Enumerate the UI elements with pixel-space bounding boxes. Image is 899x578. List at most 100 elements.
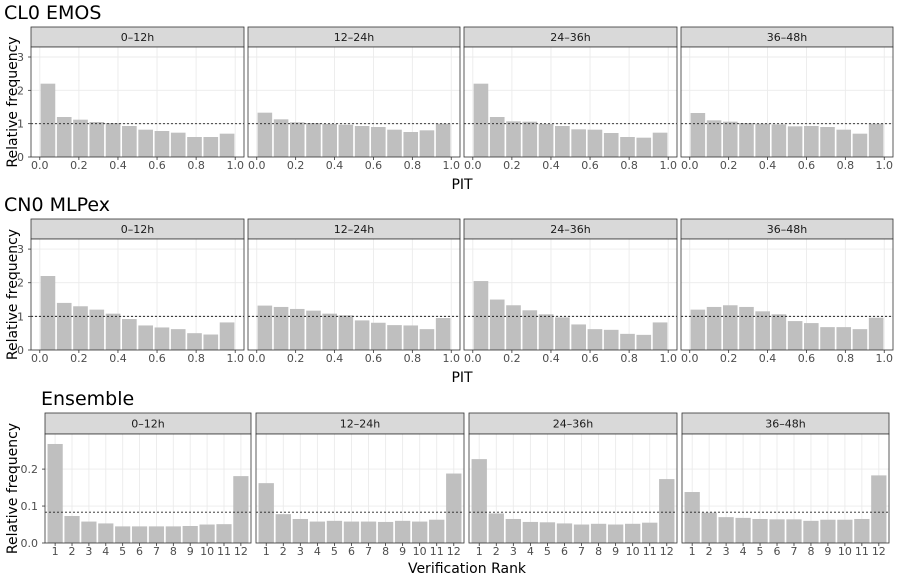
facet-label: 12–24h	[334, 223, 374, 236]
bar	[203, 137, 219, 157]
x-tick-label: 1.0	[226, 159, 244, 172]
y-tick-label: 0	[17, 344, 24, 357]
x-tick-label: 0.8	[837, 352, 855, 365]
facet-label: 0–12h	[121, 31, 154, 44]
bar	[804, 323, 819, 350]
bar	[219, 133, 235, 157]
bar	[187, 333, 202, 350]
bar	[755, 311, 770, 350]
bar	[620, 333, 635, 350]
x-tick-label: 11	[430, 545, 444, 558]
bar	[871, 475, 887, 543]
bar	[165, 526, 181, 543]
bar	[219, 322, 235, 350]
panel-border	[468, 433, 678, 544]
panel-border	[44, 433, 252, 544]
bar	[556, 523, 573, 543]
x-tick-label: 0.8	[187, 352, 205, 365]
x-tick-label: 8	[382, 545, 389, 558]
bar	[105, 123, 121, 157]
bar	[81, 521, 97, 543]
x-tick-label: 9	[612, 545, 619, 558]
panel-4: 36–48h 0.0 0.2 0.4 0.6 0.8 1.0	[680, 26, 894, 172]
bar	[322, 313, 337, 350]
x-tick-label: 8	[807, 545, 814, 558]
x-tick-label: 1.0	[875, 352, 893, 365]
panel-2: 12–24h 0.0 0.2 0.4 0.6 0.8 1.0	[247, 218, 461, 365]
bar	[739, 306, 754, 350]
bar	[292, 518, 308, 543]
x-tick-label: 11	[855, 545, 869, 558]
x-tick-label: 0.0	[248, 159, 266, 172]
bar	[115, 526, 131, 543]
bar	[706, 120, 722, 157]
panel-border	[463, 46, 678, 158]
bar	[722, 305, 738, 350]
bar	[309, 521, 326, 543]
bar	[652, 322, 668, 350]
x-axis-label: PIT	[451, 370, 473, 386]
facet-label: 24–36h	[553, 418, 593, 431]
x-tick-label: 1.0	[226, 352, 244, 365]
y-tick-label: 0.0	[21, 537, 39, 550]
x-tick-label: 10	[626, 545, 640, 558]
x-tick-label: 0.8	[620, 159, 638, 172]
x-tick-label: 0.4	[759, 159, 777, 172]
bar	[435, 318, 451, 350]
x-tick-label: 1.0	[659, 352, 677, 365]
bar	[636, 334, 652, 350]
bar	[868, 317, 884, 350]
bar	[854, 518, 870, 543]
x-tick-label: 6	[136, 545, 143, 558]
x-tick-label: 12	[660, 545, 674, 558]
x-tick-label: 0.2	[720, 352, 738, 365]
facet-label: 36–48h	[767, 31, 807, 44]
bar	[538, 314, 554, 350]
bar	[435, 123, 451, 157]
x-tick-label: 3	[85, 545, 92, 558]
bar	[98, 523, 114, 543]
x-tick-label: 8	[595, 545, 602, 558]
x-tick-label: 0.0	[31, 352, 49, 365]
x-tick-label: 0.0	[31, 159, 49, 172]
x-tick-label: 7	[153, 545, 160, 558]
bar	[387, 325, 402, 350]
x-tick-label: 9	[399, 545, 406, 558]
bar	[488, 513, 504, 543]
x-tick-label: 0.4	[542, 352, 560, 365]
bar	[89, 309, 105, 350]
bar	[170, 132, 186, 157]
panel-3: 24–36h 0.0 0.2 0.4 0.6 0.8 1.0	[463, 26, 678, 172]
x-tick-label: 0.4	[542, 159, 560, 172]
bar	[506, 305, 521, 350]
x-tick-label: 0.2	[70, 352, 88, 365]
bar	[122, 126, 137, 157]
bar	[257, 112, 273, 157]
bar	[471, 459, 487, 543]
bar	[505, 518, 521, 543]
bar	[706, 306, 722, 350]
x-tick-label: 3	[297, 545, 304, 558]
bar	[522, 310, 538, 350]
bar	[852, 329, 868, 350]
bar	[739, 123, 754, 157]
bar	[590, 523, 607, 543]
x-tick-label: 2	[493, 545, 500, 558]
x-tick-label: 0.8	[620, 352, 638, 365]
bar	[122, 319, 137, 350]
bar	[289, 122, 305, 157]
panel-border	[255, 433, 465, 544]
bar	[371, 127, 386, 157]
bar	[138, 325, 153, 350]
panel-border	[680, 46, 894, 158]
bar	[659, 479, 675, 543]
bar	[607, 524, 624, 543]
panel-1: 0–12h 0.0 0.2 0.4 0.6 0.8 1.0	[30, 26, 245, 172]
bar	[47, 443, 63, 543]
chart-title: CN0 MLPex	[4, 194, 110, 216]
y-tick-label: 0.2	[21, 463, 39, 476]
x-tick-label: 4	[740, 545, 747, 558]
bar	[522, 121, 538, 157]
